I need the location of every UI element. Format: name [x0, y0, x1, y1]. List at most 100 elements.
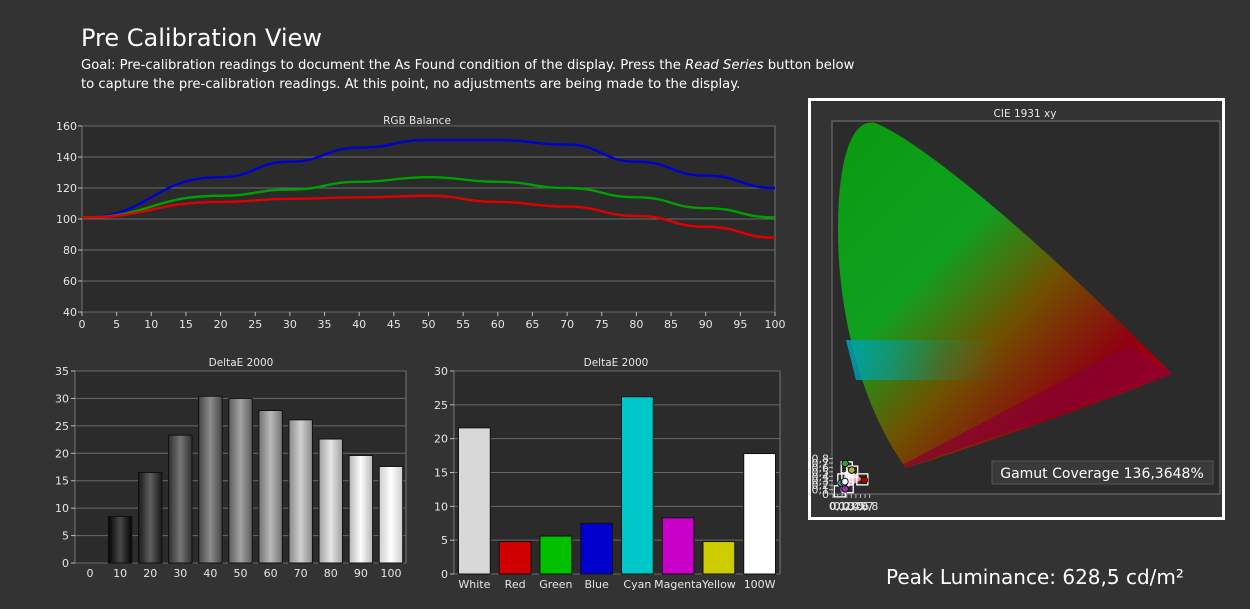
deltae-color-ytick-label: 10	[434, 500, 448, 513]
deltae-color-ytick-label: 25	[434, 399, 448, 412]
rgb-balance-title: RGB Balance	[383, 115, 451, 127]
cie-chart-frame	[808, 98, 1225, 520]
deltae-color-bar-yellow	[702, 541, 736, 575]
deltae-color-bar-white	[457, 427, 491, 575]
cie-cyan-band	[846, 340, 1000, 380]
cie-measured-point	[841, 459, 849, 468]
cie-ytick-label: 0,1	[812, 484, 830, 497]
rgb-series-line-1	[81, 175, 776, 219]
deltae-color-ytick-label: 15	[434, 467, 448, 480]
cie-ytick-label: 0	[822, 488, 829, 501]
rgb-xtick-label: 50	[422, 318, 436, 331]
rgb-xtick-label: 30	[283, 318, 297, 331]
cie-xtick-label: 0,2	[833, 500, 851, 513]
deltae-gray-ytick-label: 0	[62, 557, 69, 570]
cie-measured-point	[860, 476, 869, 484]
cie-xtick-label: 0,6	[852, 500, 870, 513]
deltae-color-title: DeltaE 2000	[584, 357, 649, 369]
deltae-gray-category-label: 20	[143, 567, 157, 580]
description-text-1: Goal: Pre-calibration readings to docume…	[81, 58, 686, 73]
cie-measured-point	[841, 477, 849, 486]
cie-ytick-label: 0,4	[812, 470, 830, 483]
rgb-xtick-label: 15	[179, 318, 193, 331]
deltae-color-ytick-label: 30	[434, 365, 448, 378]
description-text-2: button below to capture the pre-calibrat…	[81, 58, 855, 92]
rgb-xtick-label: 5	[113, 318, 120, 331]
cie-ticks: 00,10,20,30,40,50,60,70,800,10,20,30,40,…	[812, 453, 879, 513]
gamut-coverage-box	[991, 460, 1214, 485]
rgb-xtick-label: 10	[144, 318, 158, 331]
rgb-ytick-label: 60	[63, 275, 77, 288]
deltae-gray-ytick-label: 20	[55, 447, 69, 460]
rgb-xtick-label: 95	[733, 318, 747, 331]
deltae-color-bar-magenta	[661, 517, 695, 575]
rgb-xtick-label: 85	[664, 318, 678, 331]
deltae-color-ytick-label: 0	[441, 568, 448, 581]
deltae-gray-category-label: 10	[113, 567, 127, 580]
rgb-xtick-label: 20	[214, 318, 228, 331]
rgb-series-line-0	[81, 138, 776, 219]
deltae-gray-ytick-label: 35	[55, 365, 69, 378]
cie-xtick-label: 0,5	[847, 500, 865, 513]
cie-measured-point	[847, 466, 856, 474]
cie-title: CIE 1931 xy	[994, 108, 1057, 120]
deltae-gray-ytick-label: 30	[55, 392, 69, 405]
rgb-ytick-label: 100	[56, 213, 77, 226]
deltae-gray-category-label: 80	[324, 567, 338, 580]
rgb-xtick-label: 0	[79, 318, 86, 331]
cie-xtick-label: 0,4	[843, 500, 861, 513]
deltae-color-ytick-label: 20	[434, 433, 448, 446]
deltae-grayscale-ticks: 0 5 10 15 20 25 30 35 0 10 20 30 40 50 60 70 80 90 100	[55, 365, 401, 580]
rgb-ytick-label: 140	[56, 151, 77, 164]
deltae-gray-bar-40	[198, 395, 223, 564]
deltae-color-bars	[457, 396, 777, 575]
deltae-color-category-label: Green	[539, 578, 572, 591]
rgb-ytick-label: 160	[56, 120, 77, 133]
cie-ytick-label: 0,5	[812, 466, 830, 479]
rgb-ytick-label: 80	[63, 244, 77, 257]
deltae-color-category-label: White	[458, 578, 490, 591]
deltae-color-ticks: 0 5 10 15 20 25 30 White Red Green Blue Cyan Magenta…	[434, 365, 776, 591]
cie-ytick-label: 0,6	[812, 461, 830, 474]
deltae-gray-category-label: 0	[87, 567, 94, 580]
rgb-xtick-label: 60	[491, 318, 505, 331]
deltae-gray-bar-30	[168, 434, 193, 564]
cie-measured-point	[841, 485, 849, 493]
deltae-color-bar-green	[539, 535, 573, 575]
rgb-xtick-label: 35	[318, 318, 332, 331]
deltae-color-category-label: Red	[505, 578, 526, 591]
cie-xtick-label: 0,8	[861, 500, 879, 513]
deltae-color-bar-red	[498, 541, 532, 575]
rgb-xtick-label: 40	[352, 318, 366, 331]
rgb-balance-ticks: 40 60 80 100 120 140 160 0 5 10 15 20 25 30 35 40 45 50 55…	[56, 120, 786, 331]
cie-ytick-label: 0,7	[812, 457, 830, 470]
deltae-gray-category-label: 60	[264, 567, 278, 580]
cie-xtick-label: 0,1	[829, 500, 847, 513]
deltae-color-bar-cyan	[620, 396, 654, 575]
page-description: Goal: Pre-calibration readings to docume…	[81, 56, 861, 94]
deltae-gray-ytick-label: 10	[55, 502, 69, 515]
peak-luminance: Peak Luminance: 628,5 cd/m²	[886, 565, 1184, 589]
deltae-gray-bar-70	[288, 419, 313, 564]
deltae-color-bar-blue	[580, 522, 614, 575]
cie-purple-edge	[904, 346, 1172, 468]
deltae-gray-category-label: 40	[203, 567, 217, 580]
rgb-xtick-label: 45	[387, 318, 401, 331]
cie-ytick-label: 0,8	[812, 453, 830, 466]
rgb-xtick-label: 25	[248, 318, 262, 331]
deltae-color-category-label: Cyan	[623, 578, 651, 591]
rgb-xtick-label: 80	[629, 318, 643, 331]
deltae-grayscale-bars	[107, 395, 404, 564]
deltae-grayscale-title: DeltaE 2000	[209, 357, 274, 369]
deltae-gray-ytick-label: 15	[55, 475, 69, 488]
rgb-xtick-label: 90	[699, 318, 713, 331]
deltae-gray-bar-100	[378, 465, 404, 564]
rgb-xtick-label: 55	[456, 318, 470, 331]
cie-xtick-label: 0,3	[838, 500, 856, 513]
deltae-gray-bar-80	[318, 438, 344, 564]
deltae-color-category-label: Blue	[584, 578, 609, 591]
deltae-color-category-label: Magenta	[654, 578, 702, 591]
